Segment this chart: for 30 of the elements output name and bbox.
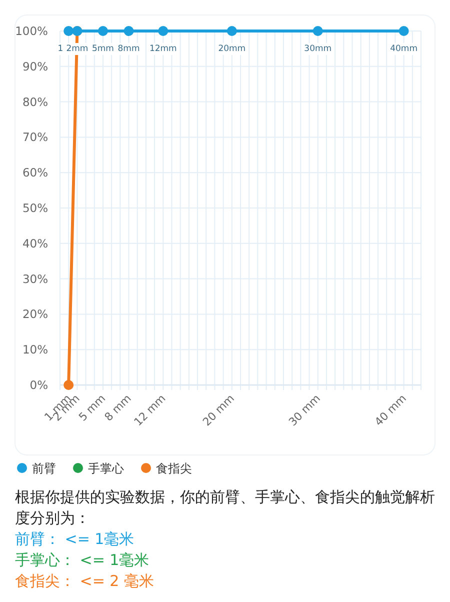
annotation: 2mm (66, 44, 88, 54)
annotation: 1 (58, 44, 64, 54)
annotation: 8mm (118, 44, 140, 54)
legend-label: 前臂 (32, 462, 56, 476)
text: 食指尖： <= 2 毫米 (15, 571, 155, 592)
y-tick-label: 40% (22, 236, 48, 250)
y-tick-label: 100% (15, 24, 48, 38)
y-tick-label: 0% (30, 378, 48, 392)
y-tick-label: 70% (22, 130, 48, 144)
text: 手掌心： <= 1毫米 (15, 550, 150, 571)
y-tick-label: 90% (22, 59, 48, 74)
legend-label: 食指尖 (156, 462, 192, 476)
x-tick-label: 20 mm (200, 392, 238, 429)
text: 前臂： <= 1毫米 (15, 529, 136, 550)
y-tick-label: 30% (22, 272, 48, 286)
x-tick-label: 30 mm (286, 392, 323, 429)
annotation: 20mm (218, 44, 246, 54)
y-tick-label: 10% (22, 342, 48, 357)
annotation: 5mm (92, 44, 114, 54)
legend-label: 手掌心 (88, 462, 124, 476)
text: 根据你提供的实验数据，你的前臂、手掌心、食指尖的触觉解析度分别为： (15, 487, 436, 529)
y-tick-label: 20% (22, 307, 48, 322)
annotation: 30mm (304, 44, 332, 54)
y-tick-label: 80% (22, 94, 48, 109)
annotation: 12mm (149, 44, 177, 54)
y-tick-label: 50% (22, 201, 48, 215)
annotation: 40mm (390, 44, 418, 54)
x-tick-label: 12 mm (132, 392, 168, 429)
y-tick-label: 60% (22, 166, 48, 180)
x-tick-label: 40 mm (372, 392, 409, 429)
